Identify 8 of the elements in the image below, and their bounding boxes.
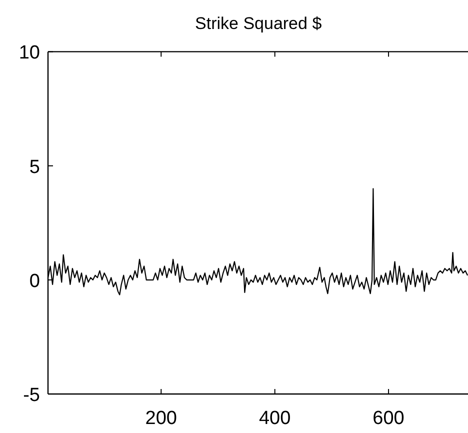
x-tick-label: 600 <box>372 408 404 429</box>
x-tick-label: 200 <box>145 408 177 429</box>
chart-title: Strike Squared $ <box>195 14 322 33</box>
y-tick-label: 5 <box>29 156 40 178</box>
y-tick-label: -5 <box>23 385 40 406</box>
y-tick-label: 10 <box>18 42 40 64</box>
x-tick-label: 400 <box>258 408 291 429</box>
y-tick-label: 0 <box>29 270 40 292</box>
